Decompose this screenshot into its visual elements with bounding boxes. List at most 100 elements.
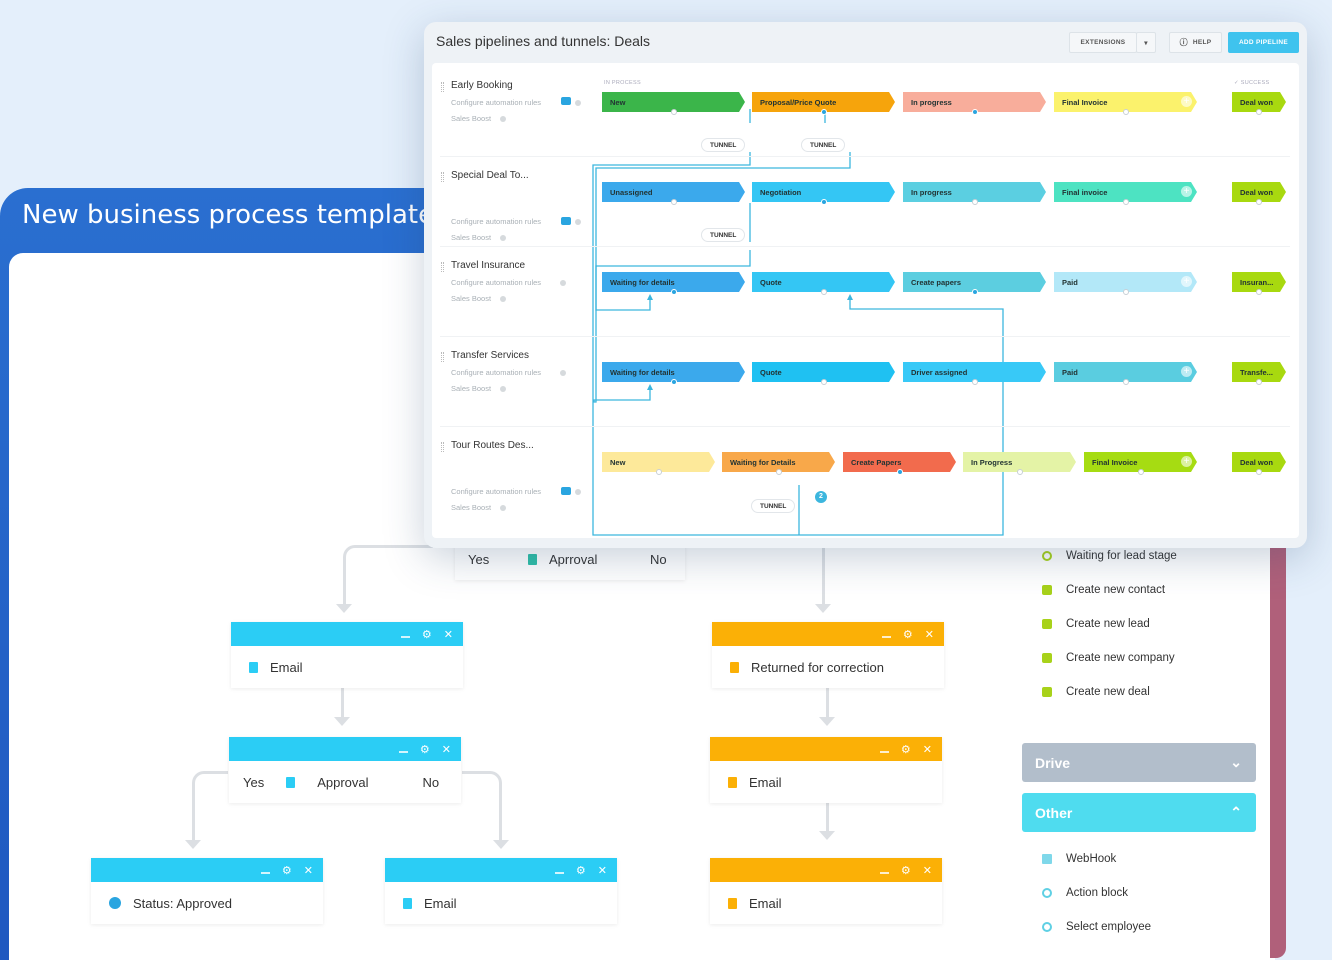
configure-automation-link[interactable]: Configure automation rules [451,278,542,287]
add-stage-icon[interactable]: + [1181,366,1192,377]
tunnel-badge[interactable]: TUNNEL [751,499,796,513]
stage-connector-dot[interactable] [775,469,782,475]
success-stage[interactable]: Transfe... [1232,362,1286,382]
gear-icon[interactable]: ⚙ [419,743,430,756]
approval-block[interactable]: ⚙ ✕ Yes Approval No [229,737,461,803]
sales-boost-link[interactable]: Sales Boost [451,294,492,303]
palette-item[interactable]: Create new lead [1042,618,1150,630]
configure-automation-link[interactable]: Configure automation rules [451,217,542,226]
stage-connector-dot[interactable] [1122,289,1129,295]
success-stage[interactable]: Deal won [1232,92,1286,112]
gear-icon[interactable]: ⚙ [281,864,292,877]
tunnel-badge[interactable]: TUNNEL [701,138,746,152]
other-section-header[interactable]: Other ⌃ [1022,793,1256,832]
success-stage[interactable]: Deal won [1232,452,1286,472]
pipeline-stage[interactable]: Final Invoice [1084,452,1197,472]
minimize-icon[interactable] [554,872,564,874]
close-icon[interactable]: ✕ [924,628,934,641]
minimize-icon[interactable] [879,751,889,753]
gear-icon[interactable]: ⚙ [900,864,911,877]
add-stage-icon[interactable]: + [1181,186,1192,197]
pipeline-stage[interactable]: Driver assigned [903,362,1046,382]
email-block[interactable]: ⚙ ✕ Email [231,622,463,688]
configure-automation-link[interactable]: Configure automation rules [451,98,542,107]
success-stage[interactable]: Insuran... [1232,272,1286,292]
sales-boost-link[interactable]: Sales Boost [451,233,492,242]
add-pipeline-button[interactable]: ADD PIPELINE [1228,32,1299,53]
tunnel-badge[interactable]: TUNNEL [701,228,746,242]
palette-item[interactable]: Waiting for lead stage [1042,550,1177,562]
pipeline-stage[interactable]: Create Papers [843,452,956,472]
pipeline-stage[interactable]: In Progress [963,452,1076,472]
stage-connector-dot[interactable] [820,289,827,295]
drag-handle-icon[interactable] [441,82,444,92]
stage-connector-dot[interactable] [1137,469,1144,475]
stage-connector-dot[interactable] [1016,469,1023,475]
status-block[interactable]: ⚙ ✕ Status: Approved [91,858,323,924]
add-stage-icon[interactable]: + [1181,276,1192,287]
stage-connector-dot[interactable] [1122,379,1129,385]
pipeline-name[interactable]: Early Booking [451,80,513,91]
chevron-down-icon[interactable]: ⌄ [1230,754,1242,770]
sales-boost-link[interactable]: Sales Boost [451,503,492,512]
pipeline-stage[interactable]: Waiting for details [602,362,745,382]
palette-item[interactable]: Create new contact [1042,584,1165,596]
stage-connector-dot[interactable] [896,469,903,475]
stage-connector-dot[interactable] [670,109,677,115]
pipeline-stage[interactable]: Paid [1054,362,1197,382]
add-stage-icon[interactable]: + [1181,456,1192,467]
stage-connector-dot[interactable] [1122,109,1129,115]
extensions-button[interactable]: EXTENSIONS [1069,32,1137,53]
drive-section-header[interactable]: Drive ⌄ [1022,743,1256,782]
palette-item[interactable]: WebHook [1042,853,1116,865]
pipeline-name[interactable]: Special Deal To... [451,170,529,181]
pipeline-stage[interactable]: Paid [1054,272,1197,292]
configure-automation-link[interactable]: Configure automation rules [451,487,542,496]
stage-connector-dot[interactable] [670,379,677,385]
stage-connector-dot[interactable] [820,109,827,115]
add-stage-icon[interactable]: + [1181,96,1192,107]
stage-connector-dot[interactable] [971,199,978,205]
gear-icon[interactable]: ⚙ [421,628,432,641]
pipeline-stage[interactable]: Quote [752,272,895,292]
stage-connector-dot[interactable] [670,199,677,205]
stage-connector-dot[interactable] [1256,379,1262,385]
configure-automation-link[interactable]: Configure automation rules [451,368,542,377]
drag-handle-icon[interactable] [441,442,444,452]
minimize-icon[interactable] [400,636,410,638]
stage-connector-dot[interactable] [820,199,827,205]
pipeline-stage[interactable]: Negotiation [752,182,895,202]
pipeline-stage[interactable]: Waiting for Details [722,452,835,472]
close-icon[interactable]: ✕ [597,864,607,877]
pipeline-name[interactable]: Travel Insurance [451,260,526,271]
palette-item[interactable]: Action block [1042,887,1128,899]
minimize-icon[interactable] [881,636,891,638]
gear-icon[interactable]: ⚙ [575,864,586,877]
drag-handle-icon[interactable] [441,262,444,272]
pipeline-name[interactable]: Tour Routes Des... [451,440,534,451]
email-block[interactable]: ⚙ ✕ Email [710,737,942,803]
drag-handle-icon[interactable] [441,172,444,182]
stage-connector-dot[interactable] [971,109,978,115]
stage-connector-dot[interactable] [1256,109,1262,115]
minimize-icon[interactable] [879,872,889,874]
close-icon[interactable]: ✕ [922,743,932,756]
stage-connector-dot[interactable] [655,469,662,475]
stage-connector-dot[interactable] [670,289,677,295]
tunnel-badge[interactable]: TUNNEL [801,138,846,152]
gear-icon[interactable]: ⚙ [902,628,913,641]
chevron-up-icon[interactable]: ⌃ [1230,804,1242,820]
pipeline-stage[interactable]: Unassigned [602,182,745,202]
minimize-icon[interactable] [398,751,408,753]
pipeline-stage[interactable]: Quote [752,362,895,382]
pipeline-stage[interactable]: New [602,92,745,112]
pipeline-stage[interactable]: Final Invoice [1054,92,1197,112]
palette-item[interactable]: Create new deal [1042,686,1150,698]
stage-connector-dot[interactable] [1256,199,1262,205]
drag-handle-icon[interactable] [441,352,444,362]
pipeline-name[interactable]: Transfer Services [451,350,529,361]
pipeline-stage[interactable]: In progress [903,182,1046,202]
close-icon[interactable]: ✕ [443,628,453,641]
close-icon[interactable]: ✕ [303,864,313,877]
stage-connector-dot[interactable] [971,379,978,385]
